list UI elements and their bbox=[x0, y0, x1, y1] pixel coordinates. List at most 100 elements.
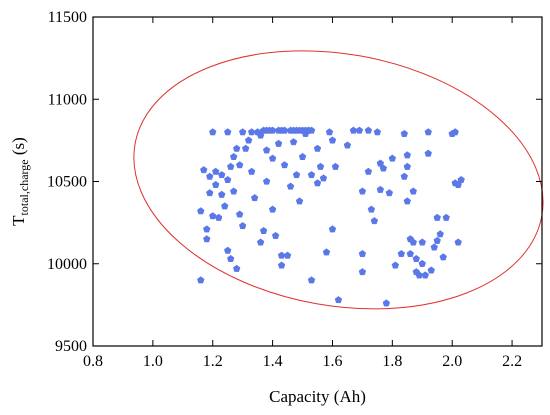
data-point bbox=[295, 197, 304, 205]
x-axis-label: Capacity (Ah) bbox=[269, 387, 366, 406]
y-tick-label: 10000 bbox=[47, 256, 87, 273]
data-point bbox=[292, 171, 301, 179]
data-point bbox=[229, 152, 238, 160]
data-point bbox=[319, 174, 328, 182]
data-point bbox=[226, 254, 235, 262]
data-point bbox=[316, 162, 325, 170]
y-tick-label: 11000 bbox=[48, 91, 87, 108]
data-point bbox=[262, 146, 271, 154]
data-point bbox=[200, 166, 208, 174]
data-point bbox=[424, 128, 432, 136]
data-point bbox=[271, 231, 280, 239]
data-point bbox=[457, 175, 465, 184]
data-point bbox=[355, 126, 364, 134]
data-point bbox=[289, 138, 298, 146]
data-point bbox=[223, 246, 232, 254]
axis-ticks-layer: 0.8 1.0 1.2 1.4 1.6 1.8 2.0 2.2 9500 10000 10500 11… bbox=[47, 9, 542, 370]
data-point bbox=[203, 235, 211, 243]
data-point bbox=[197, 276, 205, 284]
data-point bbox=[403, 197, 412, 205]
data-point bbox=[364, 126, 373, 134]
data-point bbox=[349, 126, 358, 134]
data-point bbox=[442, 213, 450, 221]
data-point bbox=[197, 207, 205, 215]
data-point bbox=[433, 213, 441, 221]
data-point bbox=[373, 128, 382, 136]
data-point bbox=[212, 167, 220, 175]
data-point bbox=[209, 128, 217, 136]
data-point bbox=[451, 128, 459, 136]
data-point bbox=[235, 210, 244, 218]
data-point bbox=[454, 238, 462, 246]
data-point bbox=[241, 144, 250, 152]
data-point bbox=[203, 225, 211, 233]
data-point bbox=[217, 190, 226, 198]
data-point bbox=[403, 162, 412, 170]
data-point bbox=[220, 202, 229, 210]
x-tick-label: 2.2 bbox=[502, 353, 522, 370]
x-tick-label: 1.8 bbox=[382, 353, 402, 370]
data-point bbox=[331, 162, 340, 170]
data-point bbox=[334, 296, 343, 304]
data-point bbox=[274, 139, 283, 147]
y-tick-label: 11500 bbox=[48, 9, 87, 26]
data-point bbox=[268, 205, 277, 213]
y-axis-label-subscript: total,charge bbox=[17, 159, 31, 215]
data-point bbox=[424, 149, 432, 157]
data-point bbox=[364, 167, 373, 175]
data-point bbox=[223, 128, 232, 136]
y-axis-label-unit: (s) bbox=[9, 137, 28, 159]
data-point bbox=[433, 236, 441, 244]
data-point bbox=[313, 179, 322, 187]
x-tick-label: 0.8 bbox=[83, 353, 103, 370]
x-tick-label: 1.2 bbox=[203, 353, 223, 370]
data-point bbox=[367, 205, 376, 213]
data-point bbox=[376, 159, 385, 167]
data-point bbox=[206, 172, 214, 180]
data-point bbox=[206, 189, 214, 197]
data-point bbox=[370, 217, 379, 225]
data-point bbox=[250, 194, 259, 202]
data-point bbox=[409, 187, 418, 195]
data-point bbox=[238, 222, 247, 230]
data-point bbox=[376, 185, 385, 193]
data-point bbox=[217, 171, 226, 179]
data-point bbox=[283, 251, 292, 259]
data-point bbox=[307, 126, 316, 134]
y-axis-label-main: T bbox=[9, 215, 28, 226]
data-point bbox=[418, 238, 426, 246]
data-point bbox=[212, 180, 220, 188]
data-point bbox=[307, 276, 316, 284]
data-point bbox=[358, 187, 367, 195]
data-point bbox=[262, 177, 271, 185]
y-tick-label: 10500 bbox=[47, 174, 87, 191]
data-point bbox=[391, 261, 400, 269]
confidence-ellipse bbox=[133, 50, 544, 310]
data-point bbox=[325, 128, 334, 136]
y-tick-label: 9500 bbox=[55, 338, 87, 355]
data-point bbox=[313, 144, 322, 152]
data-point bbox=[232, 144, 241, 152]
data-point bbox=[412, 254, 420, 262]
data-points-layer bbox=[197, 126, 465, 307]
data-point bbox=[418, 259, 426, 267]
data-point bbox=[430, 243, 438, 251]
x-tick-label: 2.0 bbox=[442, 353, 462, 370]
data-point bbox=[403, 151, 412, 159]
data-point bbox=[209, 212, 217, 220]
data-point bbox=[215, 213, 223, 221]
data-point bbox=[400, 172, 409, 180]
data-point bbox=[223, 175, 232, 184]
data-point bbox=[379, 164, 388, 172]
data-point bbox=[322, 248, 331, 256]
data-point bbox=[409, 238, 418, 246]
data-point bbox=[277, 261, 286, 269]
x-tick-label: 1.6 bbox=[322, 353, 342, 370]
data-point bbox=[436, 230, 444, 238]
data-point bbox=[328, 225, 337, 233]
data-point bbox=[238, 128, 247, 136]
data-point bbox=[397, 249, 406, 258]
data-point bbox=[421, 271, 429, 279]
data-point bbox=[277, 251, 286, 259]
